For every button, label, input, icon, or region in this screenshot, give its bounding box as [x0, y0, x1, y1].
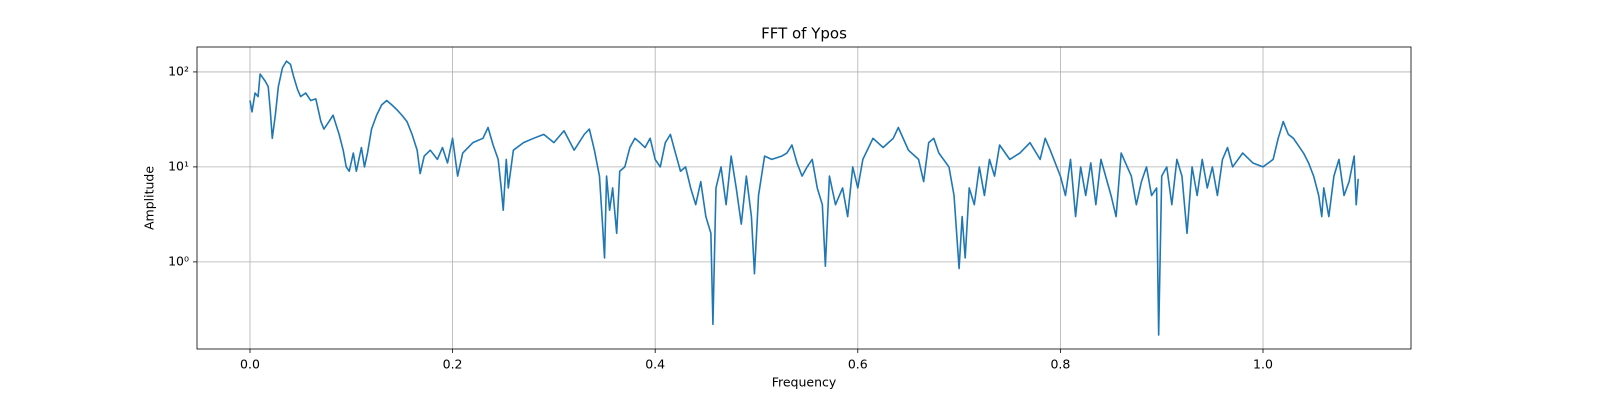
y-tick-label: 10² [168, 63, 189, 78]
x-tick-label: 0.6 [848, 357, 868, 372]
y-axis-label: Amplitude [142, 166, 157, 230]
y-tick-label: 10¹ [168, 158, 189, 173]
chart-title: FFT of Ypos [761, 25, 847, 43]
x-tick-label: 0.4 [645, 357, 665, 372]
x-tick-label: 1.0 [1253, 357, 1273, 372]
x-tick-label: 0.2 [443, 357, 463, 372]
x-axis-label: Frequency [772, 375, 837, 390]
plot-frame [196, 46, 1412, 350]
y-tick-label: 10⁰ [168, 253, 189, 268]
x-tick-label: 0.0 [240, 357, 260, 372]
x-tick-label: 0.8 [1050, 357, 1070, 372]
data-line [249, 60, 1360, 336]
